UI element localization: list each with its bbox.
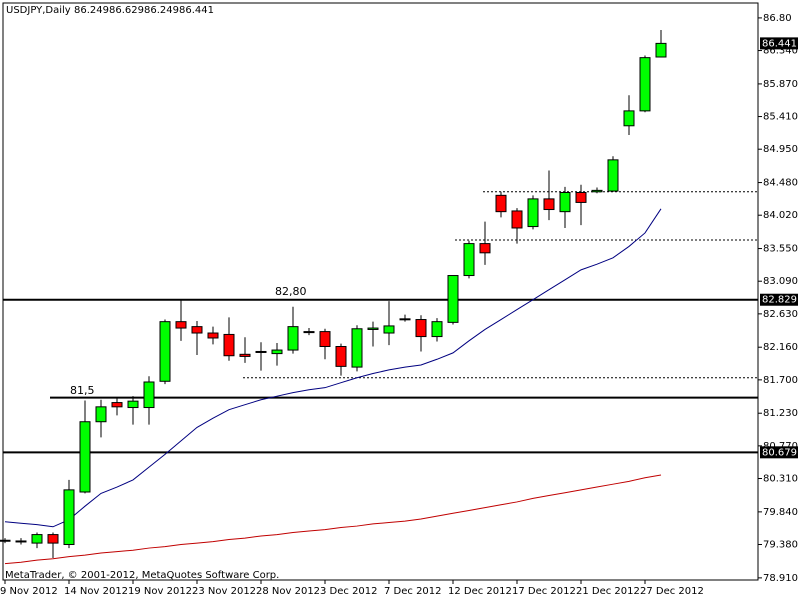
y-tick-label: 80.310 <box>763 474 798 485</box>
header-high: 86.629 <box>109 5 144 16</box>
candle-body <box>351 328 363 368</box>
candle-body <box>495 194 507 213</box>
candle-body <box>367 327 379 330</box>
y-tick-label: 85.870 <box>763 79 798 90</box>
header-low: 86.249 <box>144 5 179 16</box>
x-tick-label: 7 Dec 2012 <box>384 586 442 597</box>
candle-body <box>639 57 651 112</box>
header-close: 86.441 <box>179 5 214 16</box>
candle-body <box>111 402 123 408</box>
chart-title: USDJPY,Daily <box>6 5 71 16</box>
candle-body <box>527 198 539 228</box>
candle-body <box>63 489 75 546</box>
x-tick-label: 12 Dec 2012 <box>448 586 512 597</box>
candle-body <box>575 191 587 203</box>
candle-body <box>463 243 475 277</box>
candle-body <box>95 406 107 423</box>
candle-body <box>655 42 667 58</box>
watermark: MetaTrader, © 2001-2012, MetaQuotes Soft… <box>5 570 279 581</box>
candle-body <box>623 110 635 127</box>
candle-body <box>431 321 443 338</box>
y-tick-label: 83.090 <box>763 276 798 287</box>
price-marker-label: 82.829 <box>762 295 797 306</box>
y-tick-label: 84.020 <box>763 210 798 221</box>
candle-body <box>255 350 267 353</box>
price-marker <box>760 37 798 50</box>
candle-body <box>159 321 171 382</box>
candle-body <box>0 539 11 542</box>
plot-layer <box>0 30 758 565</box>
candle-body <box>239 353 251 357</box>
x-tick-label: 27 Dec 2012 <box>640 586 704 597</box>
moving-average <box>4 474 662 565</box>
candle-body <box>47 534 59 544</box>
x-tick-label: 17 Dec 2012 <box>512 586 576 597</box>
candle-body <box>335 346 347 367</box>
y-tick-label: 82.630 <box>763 309 798 320</box>
y-tick-label: 82.160 <box>763 342 798 353</box>
x-tick-label: 19 Nov 2012 <box>128 586 192 597</box>
x-tick-label: 9 Nov 2012 <box>0 586 58 597</box>
price-marker <box>760 446 798 459</box>
x-tick-label: 28 Nov 2012 <box>256 586 320 597</box>
candle-body <box>191 326 203 334</box>
y-tick-label: 86.80 <box>763 13 792 24</box>
candle-body <box>303 331 315 334</box>
y-tick-label: 79.380 <box>763 540 798 551</box>
candle-body <box>399 318 411 321</box>
candle-body <box>415 319 427 338</box>
candle-body <box>607 159 619 192</box>
candle-body <box>543 198 555 211</box>
y-tick-label: 85.410 <box>763 112 798 123</box>
candle-body <box>207 332 219 339</box>
plot-frame <box>2 2 759 581</box>
candle-body <box>31 534 43 544</box>
y-tick-label: 86.340 <box>763 46 798 57</box>
x-tick-label: 14 Nov 2012 <box>64 586 128 597</box>
annotation: 81,5 <box>70 384 95 397</box>
y-tick-label: 83.550 <box>763 244 798 255</box>
candle-body <box>79 421 91 493</box>
header-open: 86.249 <box>74 5 109 16</box>
candle-body <box>143 381 155 409</box>
y-tick-label: 84.480 <box>763 178 798 189</box>
x-tick-label: 21 Dec 2012 <box>576 586 640 597</box>
candle-body <box>287 326 299 351</box>
candle-body <box>383 325 395 334</box>
moving-average <box>4 208 662 528</box>
y-tick-label: 78.910 <box>763 573 798 584</box>
y-tick-label: 81.230 <box>763 408 798 419</box>
candle-body <box>223 333 235 357</box>
candle-body <box>319 331 331 348</box>
candle-body <box>559 191 571 213</box>
y-tick-label: 81.700 <box>763 375 798 386</box>
candle-body <box>175 321 187 329</box>
candle-body <box>511 210 523 229</box>
x-tick-label: 23 Nov 2012 <box>192 586 256 597</box>
y-tick-label: 84.950 <box>763 144 798 155</box>
price-marker-label: 80.679 <box>762 447 797 458</box>
candle-body <box>15 540 27 543</box>
candle-body <box>447 275 459 323</box>
price-marker-label: 86.441 <box>762 38 797 49</box>
candle-body <box>479 243 491 254</box>
annotation: 82,80 <box>275 285 307 298</box>
candle-body <box>127 400 139 409</box>
candle-body <box>271 349 283 355</box>
y-tick-label: 79.840 <box>763 507 798 518</box>
x-tick-label: 3 Dec 2012 <box>320 586 378 597</box>
candle-body <box>591 189 603 193</box>
price-marker <box>760 293 798 306</box>
